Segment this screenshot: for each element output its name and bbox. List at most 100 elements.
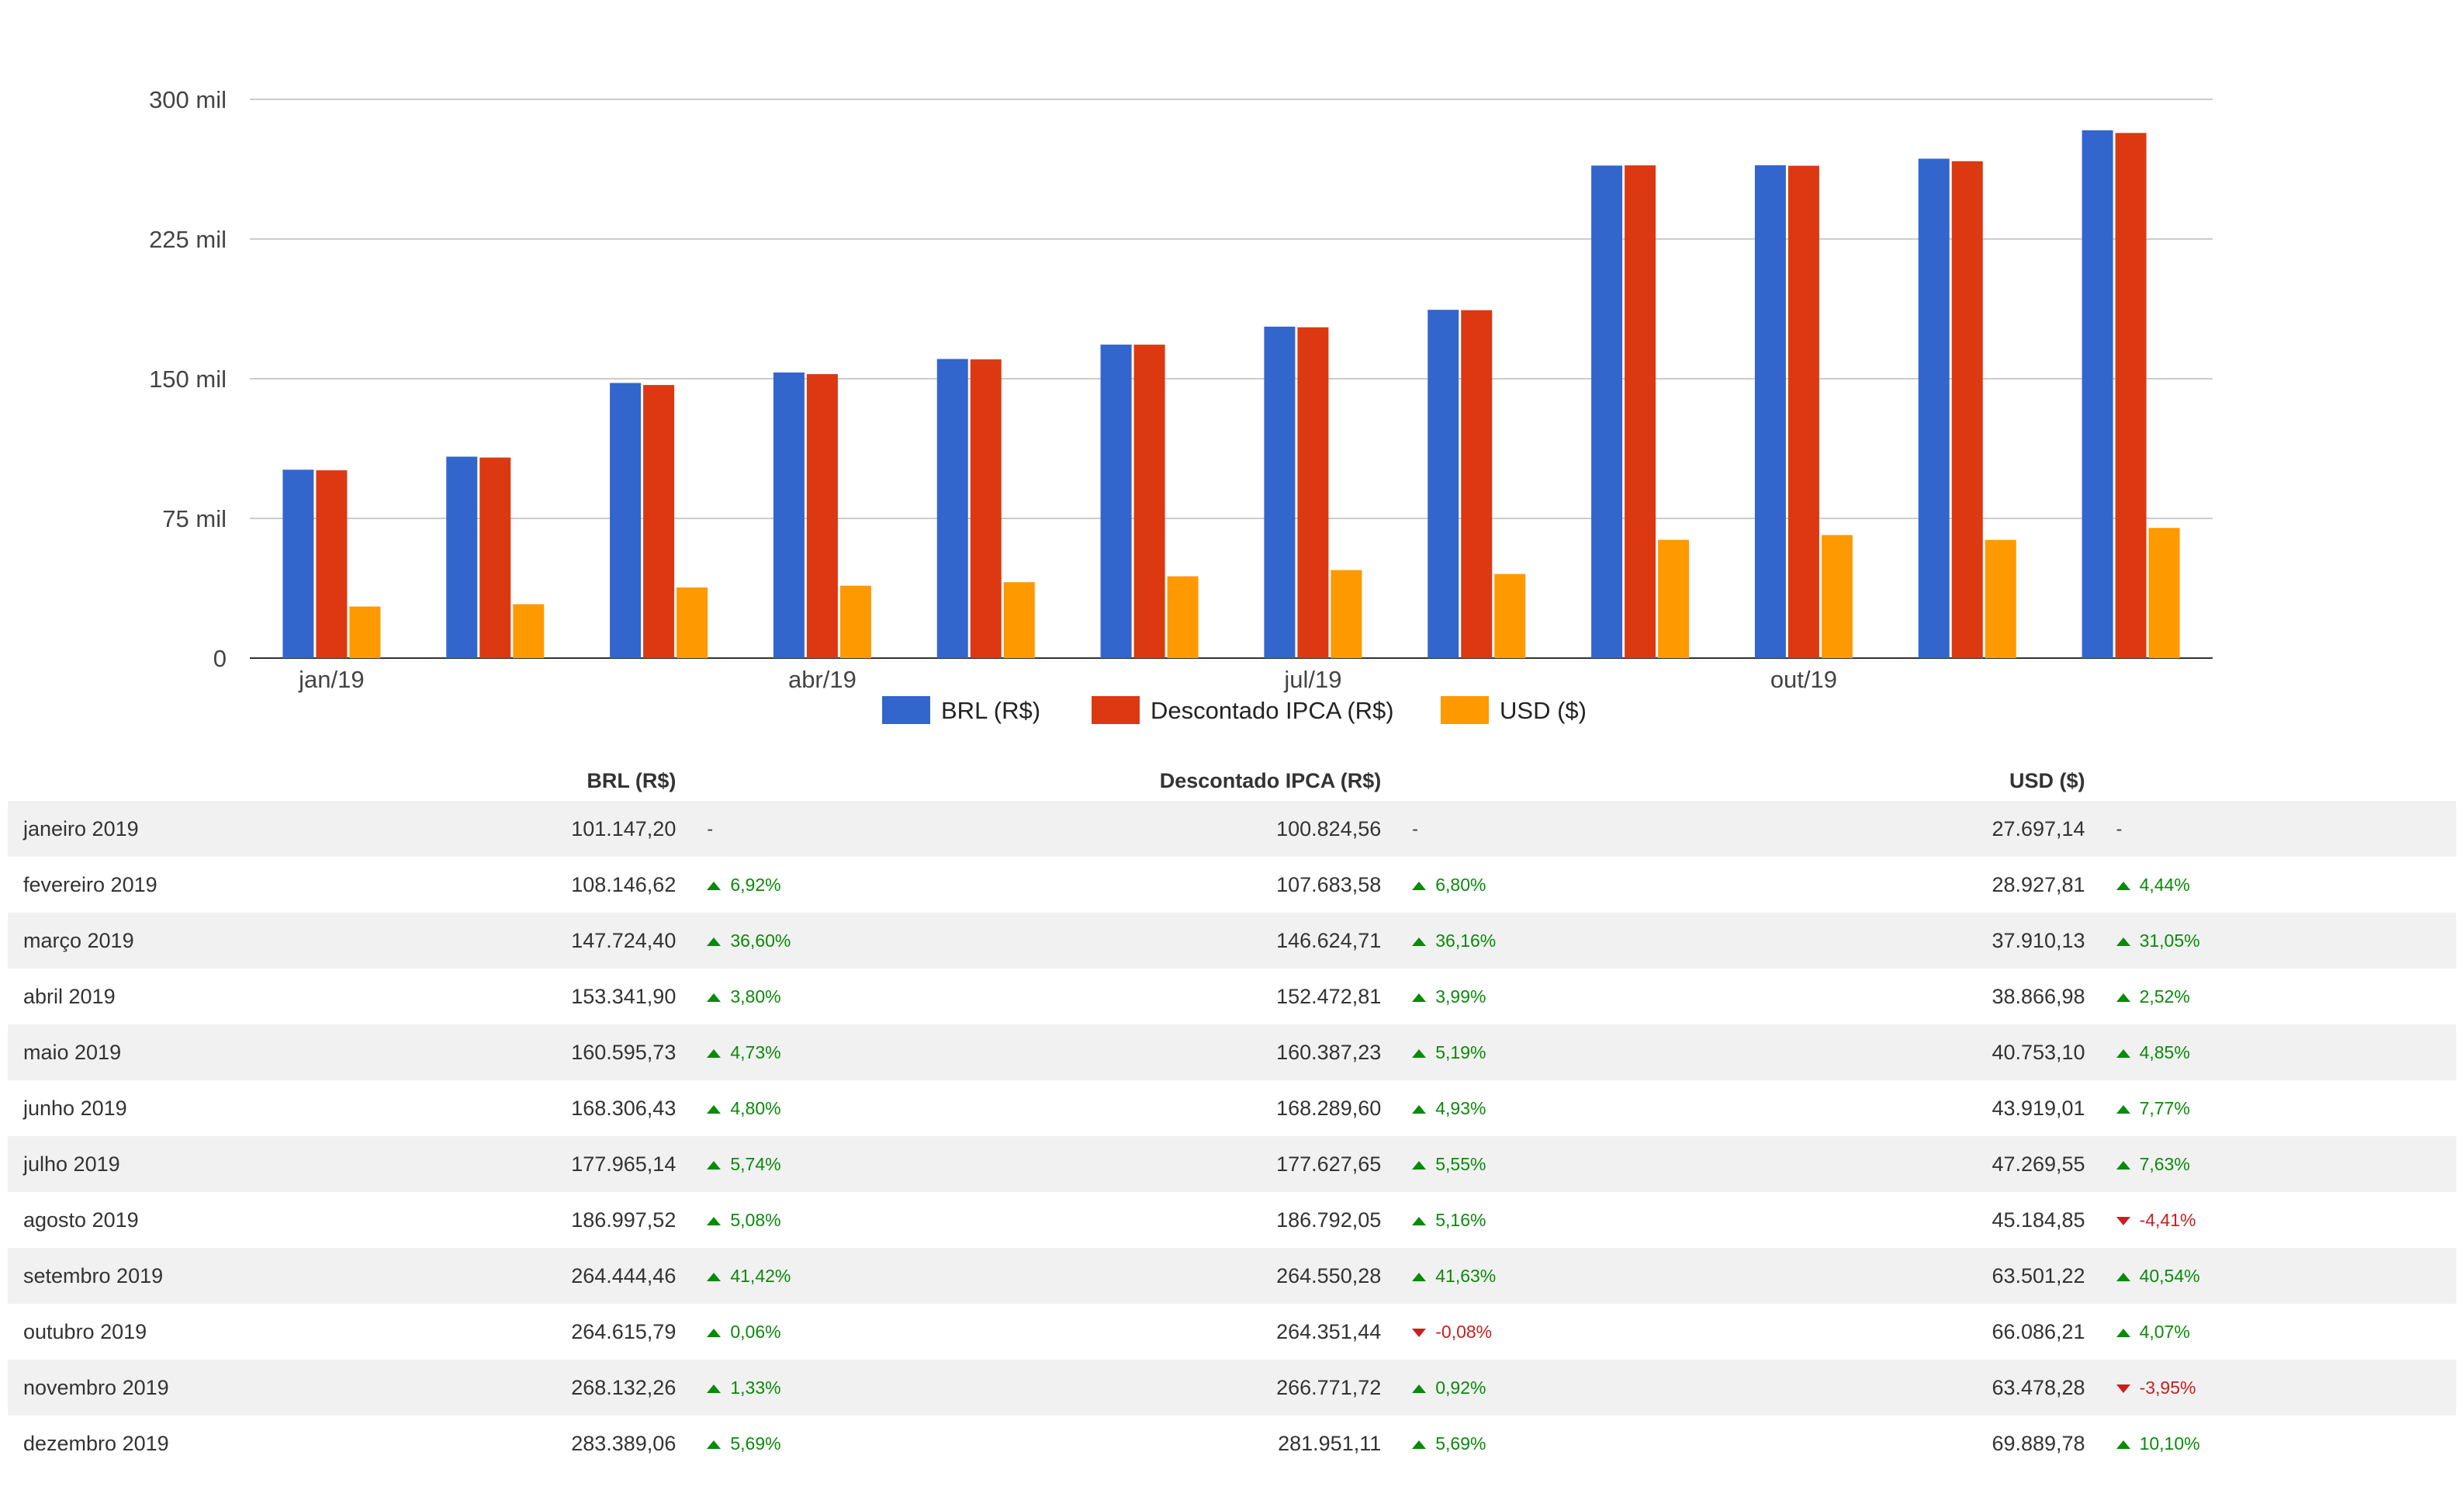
usd-change: 7,77% — [2085, 1080, 2456, 1136]
arrow-up-icon — [707, 1048, 722, 1058]
bar — [513, 604, 545, 658]
bar — [1821, 535, 1853, 658]
change-value: 4,85% — [2139, 1041, 2190, 1062]
ipca-change: 3,99% — [1381, 969, 1851, 1024]
brl-change: 3,80% — [676, 969, 1146, 1024]
ipca-value: 281.951,11 — [1278, 1431, 1382, 1455]
usd-change: 7,63% — [2085, 1136, 2456, 1192]
change-value: 36,16% — [1435, 930, 1497, 951]
arrow-up-icon — [2116, 1272, 2130, 1281]
arrow-up-icon — [707, 1216, 722, 1225]
bar — [1494, 574, 1526, 658]
brl-value: 160.595,73 — [571, 1040, 677, 1064]
change-value: 3,99% — [1435, 986, 1486, 1007]
bar — [1658, 539, 1690, 658]
change-value: 41,42% — [730, 1265, 791, 1286]
ipca-change: 5,16% — [1381, 1192, 1851, 1248]
month-cell: julho 2019 — [23, 1152, 120, 1176]
month-cell: outubro 2019 — [23, 1319, 147, 1343]
month-cell: novembro 2019 — [23, 1375, 169, 1399]
change-value: 7,63% — [2139, 1153, 2190, 1174]
arrow-up-icon — [2116, 993, 2130, 1002]
header-ipca[interactable]: Descontado IPCA (R$) — [1159, 768, 1382, 792]
brl-value: 268.132,26 — [571, 1375, 677, 1399]
arrow-up-icon — [2116, 1160, 2130, 1170]
month-cell: dezembro 2019 — [23, 1431, 169, 1455]
usd-change: 31,05% — [2085, 913, 2456, 969]
month-cell: janeiro 2019 — [23, 816, 139, 840]
header-ipca-change — [1381, 761, 1851, 801]
ipca-change: 6,80% — [1381, 857, 1851, 913]
ipca-value: 177.627,65 — [1276, 1152, 1382, 1176]
arrow-up-icon — [707, 1384, 722, 1393]
change-value: 41,63% — [1435, 1265, 1497, 1286]
brl-value: 283.389,06 — [571, 1431, 677, 1455]
bar — [349, 606, 381, 658]
ipca-change: 4,93% — [1381, 1080, 1851, 1136]
table-row: maio 2019 160.595,73 4,73% 160.387,23 5,19% 4… — [8, 1024, 2456, 1080]
usd-value: 66.086,21 — [1992, 1319, 2085, 1343]
bar — [1591, 165, 1623, 658]
brl-value: 101.147,20 — [571, 816, 677, 840]
bar — [1754, 165, 1786, 658]
arrow-up-icon — [707, 1160, 722, 1170]
change-value: 5,69% — [730, 1433, 781, 1454]
ipca-change: 0,92% — [1381, 1360, 1851, 1416]
ipca-value: 186.792,05 — [1276, 1208, 1382, 1232]
arrow-up-icon — [1412, 993, 1427, 1002]
arrow-up-icon — [1412, 1216, 1427, 1225]
month-cell: junho 2019 — [23, 1096, 127, 1120]
brl-value: 177.965,14 — [571, 1152, 677, 1176]
change-value: 31,05% — [2139, 930, 2200, 951]
change-value: 10,10% — [2139, 1433, 2200, 1454]
usd-value: 69.889,78 — [1992, 1431, 2085, 1455]
brl-value: 153.341,90 — [571, 984, 677, 1008]
table-body: janeiro 2019 101.147,20 - 100.824,56 - 27.697… — [8, 801, 2456, 1471]
arrow-down-icon — [2116, 1216, 2130, 1225]
arrow-up-icon — [707, 1440, 722, 1449]
brl-change: 6,92% — [676, 857, 1146, 913]
change-value: 0,92% — [1435, 1377, 1486, 1398]
legend-label: BRL (R$) — [941, 697, 1040, 724]
legend-label: Descontado IPCA (R$) — [1151, 697, 1394, 724]
brl-change: 41,42% — [676, 1248, 1146, 1304]
arrow-up-icon — [1412, 937, 1427, 946]
change-value: 5,08% — [730, 1209, 781, 1230]
ipca-value: 266.771,72 — [1276, 1375, 1382, 1399]
change-value: 5,19% — [1435, 1041, 1486, 1062]
ipca-value: 264.550,28 — [1276, 1263, 1382, 1287]
bar — [677, 587, 708, 658]
brl-value: 168.306,43 — [571, 1096, 677, 1120]
header-usd-change — [2085, 761, 2456, 801]
change-value: -3,95% — [2139, 1377, 2196, 1398]
arrow-up-icon — [707, 1328, 722, 1337]
ipca-value: 100.824,56 — [1276, 816, 1382, 840]
bar — [1100, 345, 1132, 658]
change-value: 4,44% — [2139, 874, 2190, 895]
change-value: - — [1412, 818, 1418, 839]
bar — [643, 385, 675, 658]
month-cell: fevereiro 2019 — [23, 872, 157, 896]
usd-value: 28.927,81 — [1992, 872, 2085, 896]
arrow-up-icon — [1412, 1160, 1427, 1170]
header-brl[interactable]: BRL (R$) — [587, 768, 677, 792]
usd-change: -3,95% — [2085, 1360, 2456, 1416]
brl-change: 4,80% — [676, 1080, 1146, 1136]
usd-value: 63.501,22 — [1992, 1263, 2085, 1287]
header-usd[interactable]: USD ($) — [2009, 768, 2085, 792]
table-header-row: BRL (R$) Descontado IPCA (R$) USD ($) — [8, 761, 2456, 801]
ipca-value: 264.351,44 — [1276, 1319, 1382, 1343]
arrow-up-icon — [707, 993, 722, 1002]
arrow-up-icon — [707, 1272, 722, 1281]
ipca-change: 5,55% — [1381, 1136, 1851, 1192]
change-value: 7,77% — [2139, 1097, 2190, 1118]
change-value: 36,60% — [730, 930, 791, 951]
bar — [970, 359, 1002, 658]
bar — [1428, 310, 1459, 658]
usd-change: 4,44% — [2085, 857, 2456, 913]
arrow-up-icon — [1412, 1272, 1427, 1281]
change-value: 4,07% — [2139, 1321, 2190, 1342]
ipca-change: 41,63% — [1381, 1248, 1851, 1304]
table-row: dezembro 2019 283.389,06 5,69% 281.951,11 5,… — [8, 1416, 2456, 1471]
bar — [282, 470, 314, 658]
